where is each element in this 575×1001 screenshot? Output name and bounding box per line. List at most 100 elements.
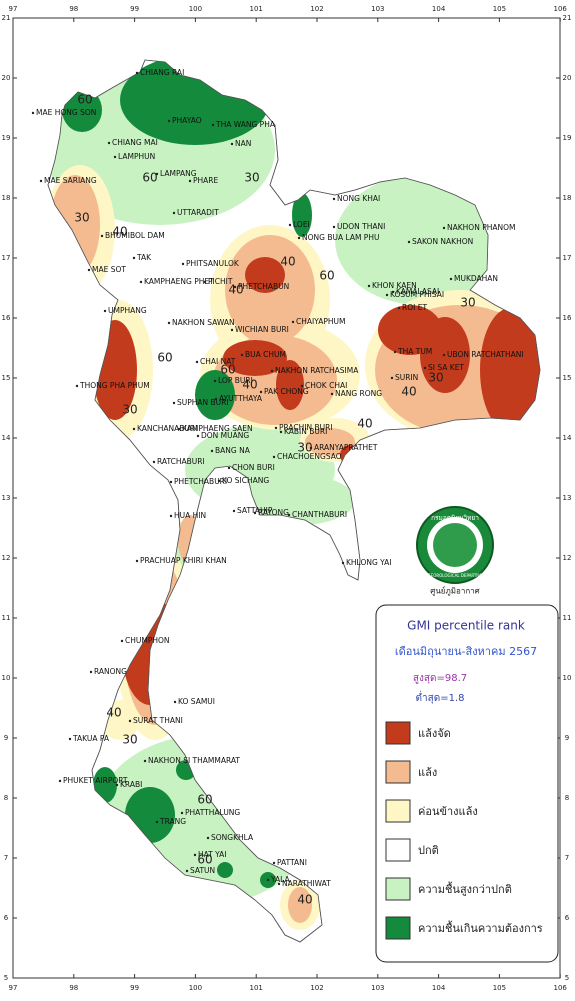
station-dot [100,234,104,238]
station-label: NONG KHAI [337,194,380,203]
rank-area [223,340,287,376]
station-dot [230,142,234,146]
contour-label: 60 [77,93,92,107]
lat-tick-label: 12 [563,554,572,562]
station-dot [107,141,111,145]
station-label: PHETCHABUN [238,282,289,291]
lon-tick-label: 104 [432,5,446,13]
station-label: PHITSANULOK [186,259,240,268]
lon-tick-label: 105 [493,984,506,992]
station-dot [135,71,139,75]
station-dot [291,320,295,324]
lon-tick-label: 101 [250,5,263,13]
station-dot [287,513,291,517]
lon-tick-label: 101 [250,984,263,992]
station-dot [172,211,176,215]
station-dot [232,509,236,513]
station-dot [390,376,394,380]
station-dot [277,882,281,886]
station-dot [206,836,210,840]
lon-tick-label: 106 [554,5,568,13]
station-label: UMPHANG [108,306,147,315]
rank-area [62,88,102,132]
station-label: THONG PHA PHUM [79,381,150,390]
lat-tick-label: 7 [565,854,569,862]
contour-label: 60 [197,853,212,867]
station-label: MAE HONG SON [36,108,96,117]
station-label: NAKHON SI THAMMARAT [148,756,240,765]
lat-tick-label: 9 [4,734,8,742]
station-label: KAMPHAENG PHET [144,277,214,286]
station-dot [167,119,171,123]
lat-tick-label: 18 [2,194,11,202]
contour-label: 40 [401,385,416,399]
station-label: KO SICHANG [222,476,269,485]
rank-area [217,862,233,878]
station-dot [274,426,278,430]
station-label: PHUKET AIRPORT [63,776,128,785]
station-label: CHACHOENGSAO [277,452,342,461]
station-dot [367,284,371,288]
station-dot [203,280,207,284]
station-dot [103,309,107,313]
station-dot [341,561,345,565]
lat-tick-label: 10 [2,674,11,682]
contour-label: 30 [74,211,89,225]
station-dot [139,280,143,284]
station-dot [233,285,237,289]
station-label: CHAIYAPHUM [296,317,345,326]
logo-name: กรมอุตุนิยมวิทยา [431,514,479,522]
legend-swatch [385,799,411,823]
station-dot [172,401,176,405]
station-dot [113,155,117,159]
station-label: PAK CHONG [264,387,309,396]
rank-area [292,193,312,237]
station-dot [288,223,292,227]
lat-tick-label: 7 [4,854,8,862]
station-label: SUPHAN BURI [177,398,229,407]
station-label: SURAT THANI [133,716,183,725]
lat-tick-label: 15 [563,374,572,382]
station-dot [210,449,214,453]
station-dot [128,719,132,723]
station-label: NAKHON RATCHASIMA [275,366,359,375]
station-dot [89,670,93,674]
station-label: AYUTTHAYA [219,394,263,403]
station-dot [132,427,136,431]
station-label: SI SA KET [428,363,464,372]
lat-tick-label: 14 [563,434,572,442]
station-label: MUKDAHAN [454,274,498,283]
lat-tick-label: 12 [2,554,11,562]
station-dot [332,197,336,201]
lon-tick-label: 98 [69,5,78,13]
lon-tick-label: 99 [130,5,139,13]
station-dot [185,869,189,873]
station-label: MAE SOT [92,265,126,274]
station-dot [31,111,35,115]
station-label: UTTARADIT [177,208,219,217]
station-label: SAKON NAKHON [412,237,473,246]
station-label: UDON THANI [337,222,385,231]
contour-label: 40 [357,417,372,431]
station-label: PRACHUAP KHIRI KHAN [140,556,227,565]
station-label: BHUMIBOL DAM [105,231,165,240]
station-label: CHOK CHAI [305,381,347,390]
legend-label: ความชื้นเกินความต้องการ [418,920,543,935]
contour-label: 30 [460,296,475,310]
station-dot [188,179,192,183]
station-label: CHAI NAT [200,357,236,366]
station-label: CHUMPHON [125,636,170,645]
station-label: THA WANG PHA [215,120,276,129]
lat-tick-label: 9 [565,734,569,742]
lon-tick-label: 97 [9,5,18,13]
lon-tick-label: 102 [310,984,323,992]
station-label: WICHIAN BURI [235,325,289,334]
legend-label: ค่อนข้างแล้ง [418,805,478,818]
station-label: TRANG [159,817,186,826]
lon-tick-label: 100 [189,984,202,992]
logo-name-en: METEOROLOGICAL DEPARTMENT [422,573,488,578]
rank-area [288,887,312,923]
station-dot [442,353,446,357]
contour-label: 40 [106,706,121,720]
